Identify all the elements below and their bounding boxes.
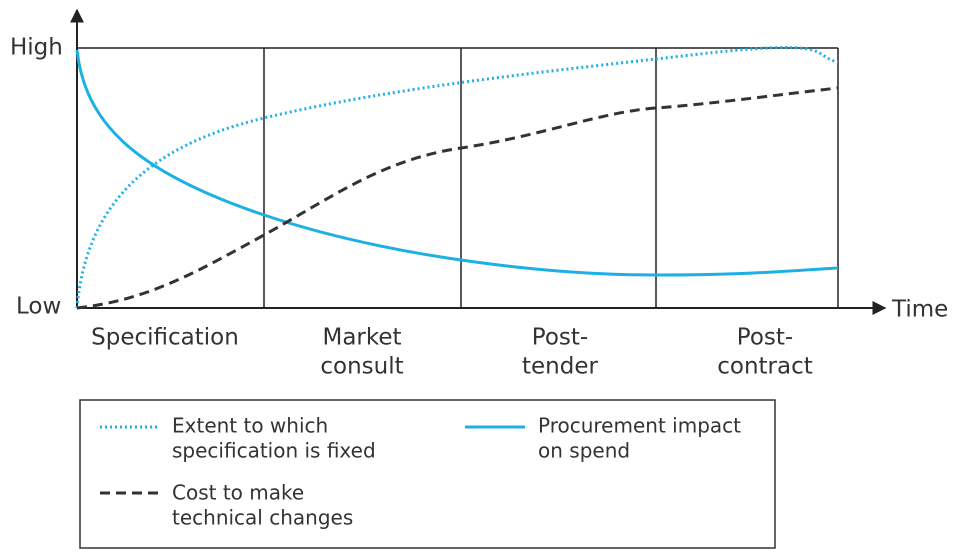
phase-label: Post- (737, 325, 793, 351)
axis-x-label: Time (891, 297, 948, 323)
curve-spec-fixed (75, 46, 839, 309)
legend-text: Procurement impact (538, 414, 741, 438)
curve-cost (76, 86, 839, 310)
phase-label: consult (320, 354, 403, 380)
axis-low: Low (16, 294, 61, 320)
phase-label: Specification (91, 325, 239, 351)
grid (77, 47, 839, 308)
phase-label: tender (522, 354, 598, 380)
legend-text: Extent to which (172, 414, 328, 438)
legend-text: Cost to make (172, 481, 304, 505)
legend-text: on spend (538, 439, 630, 463)
axis-high: High (10, 35, 63, 61)
legend-text: specification is fixed (172, 439, 376, 463)
phase-label: Market (322, 325, 401, 351)
phase-label: contract (717, 354, 813, 380)
phase-label: Post- (532, 325, 588, 351)
curve-impact (75, 49, 839, 277)
legend-box (79, 399, 776, 549)
legend-text: technical changes (172, 506, 353, 530)
